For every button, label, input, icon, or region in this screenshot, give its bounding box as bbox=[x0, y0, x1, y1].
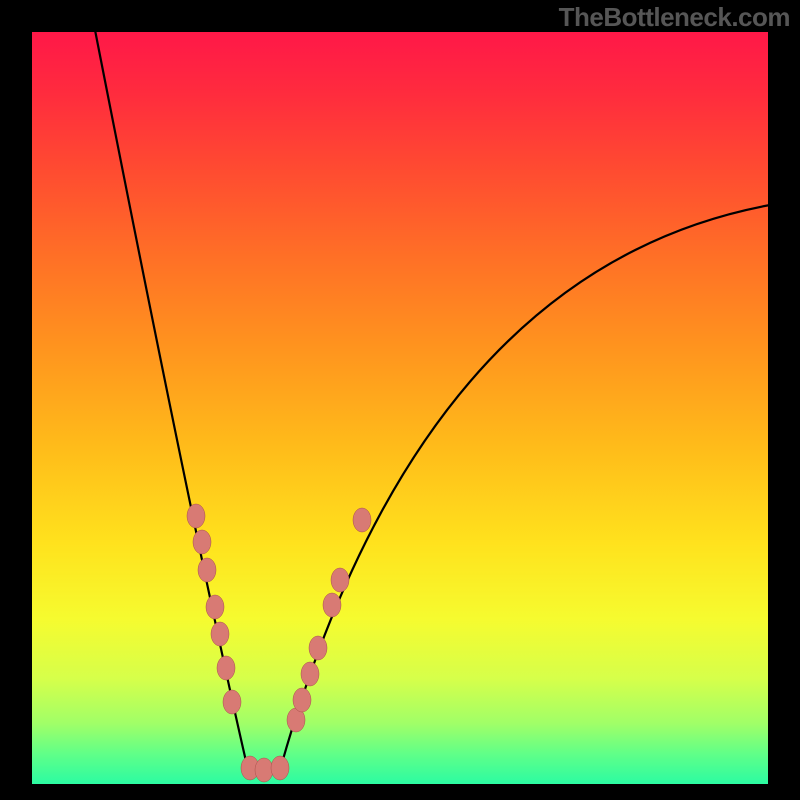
data-marker bbox=[198, 558, 216, 582]
data-marker bbox=[353, 508, 371, 532]
data-marker bbox=[331, 568, 349, 592]
chart-svg bbox=[0, 0, 800, 800]
data-marker bbox=[309, 636, 327, 660]
chart-container: { "watermark": { "text": "TheBottleneck.… bbox=[0, 0, 800, 800]
data-marker bbox=[217, 656, 235, 680]
data-marker bbox=[206, 595, 224, 619]
data-marker bbox=[293, 688, 311, 712]
data-marker bbox=[301, 662, 319, 686]
data-marker bbox=[187, 504, 205, 528]
data-marker bbox=[271, 756, 289, 780]
data-marker bbox=[323, 593, 341, 617]
data-marker bbox=[223, 690, 241, 714]
watermark-text: TheBottleneck.com bbox=[559, 2, 790, 33]
data-marker bbox=[255, 758, 273, 782]
data-marker bbox=[211, 622, 229, 646]
plot-background bbox=[32, 32, 768, 784]
data-marker bbox=[193, 530, 211, 554]
